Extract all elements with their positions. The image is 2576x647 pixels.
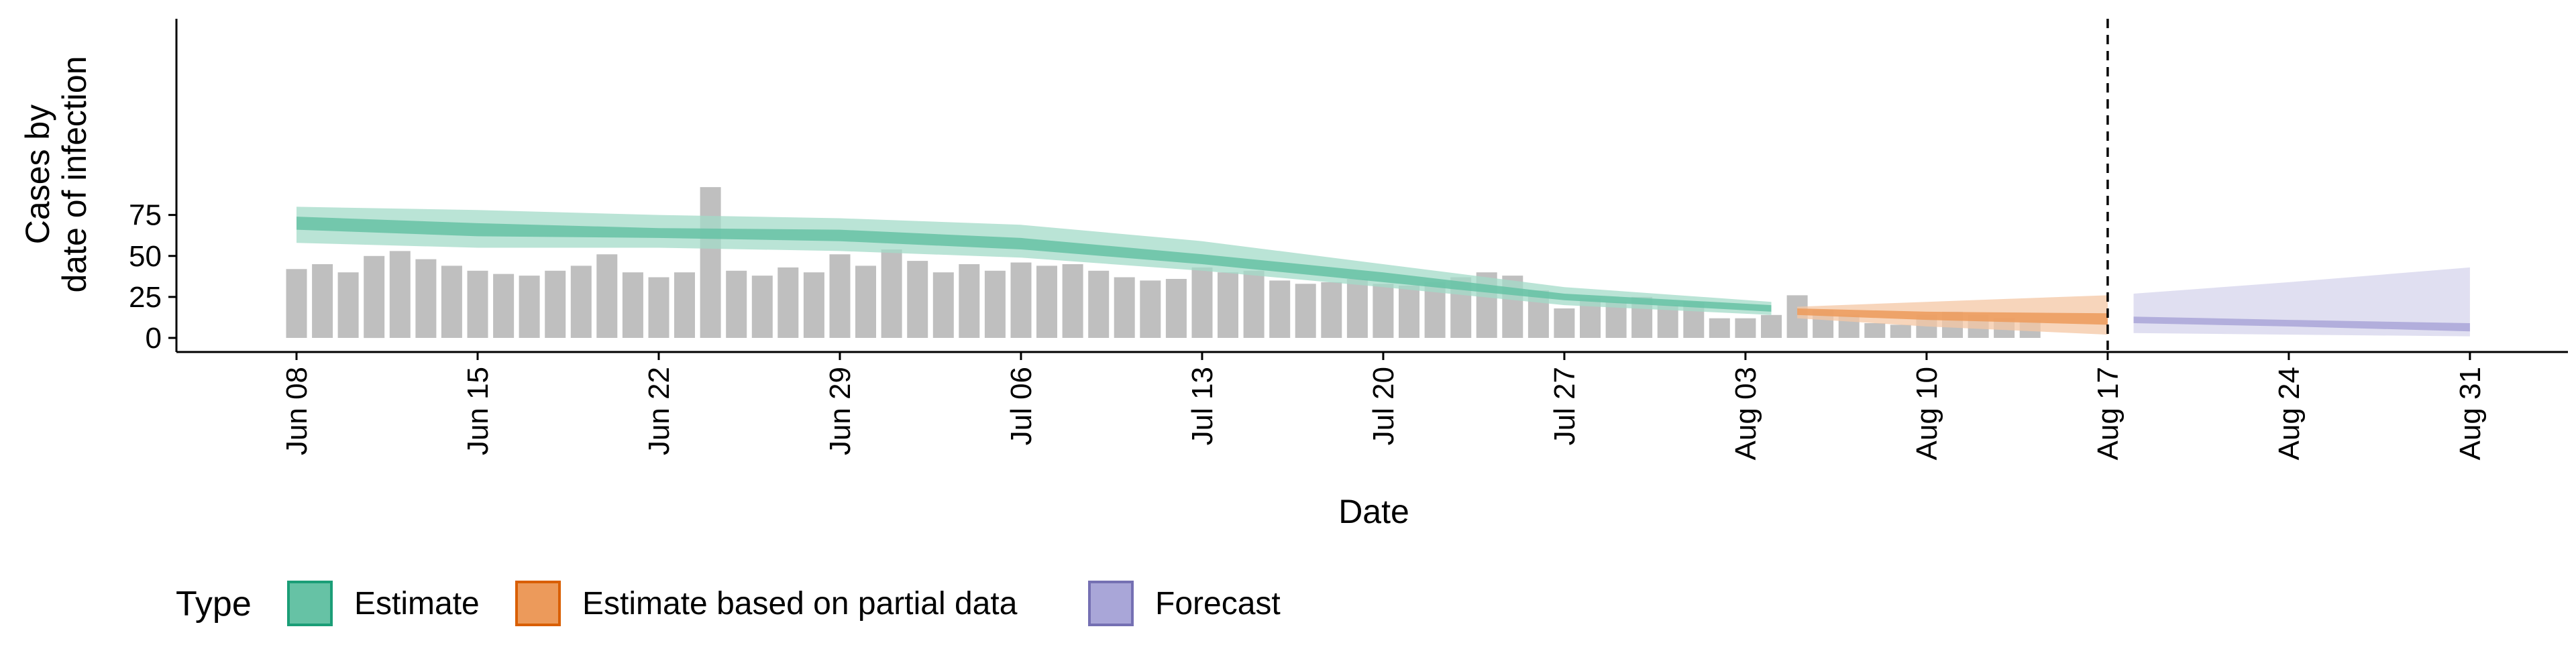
- y-axis-title-line-1: Cases by: [19, 105, 56, 244]
- observed-bar: [545, 270, 566, 338]
- x-tick-label: Aug 17: [2092, 367, 2125, 460]
- x-tick-label: Aug 31: [2454, 367, 2487, 460]
- observed-bar: [1010, 262, 1032, 338]
- observed-bar: [829, 254, 851, 338]
- x-tick-label: Aug 10: [1911, 367, 1943, 460]
- x-tick-label: Aug 03: [1729, 367, 1762, 460]
- observed-bar: [312, 264, 333, 338]
- x-tick-label: Jul 27: [1548, 367, 1581, 445]
- observed-bar: [1243, 270, 1265, 338]
- observed-bar: [1295, 284, 1316, 338]
- x-tick-label: Jun 15: [462, 367, 494, 455]
- x-tick-label: Jun 29: [824, 367, 857, 455]
- observed-bar: [803, 272, 824, 338]
- observed-bar: [1864, 323, 1886, 338]
- x-tick-label: Jul 13: [1186, 367, 1219, 445]
- y-tick-label: 75: [129, 199, 162, 232]
- observed-bar: [1140, 280, 1161, 338]
- observed-bar: [286, 269, 307, 338]
- x-tick-label: Jun 22: [643, 367, 676, 455]
- observed-bar: [1036, 266, 1057, 338]
- observed-bar: [1269, 280, 1291, 338]
- observed-bar: [984, 270, 1006, 338]
- x-tick-label: Jun 08: [280, 367, 313, 455]
- y-tick-label: 25: [129, 281, 162, 314]
- observed-bar: [855, 266, 876, 338]
- observed-bar: [777, 267, 799, 338]
- observed-bar: [570, 266, 592, 338]
- y-axis-title-line-2: date of infection: [56, 56, 93, 292]
- x-tick-label: Aug 24: [2273, 367, 2306, 460]
- estimate-ribbons: [297, 207, 2470, 337]
- observed-bar: [441, 266, 462, 338]
- legend-swatch-estimate: [287, 581, 333, 626]
- observed-bar: [674, 272, 695, 338]
- legend-title: Type: [176, 585, 252, 624]
- observed-bar: [881, 249, 902, 338]
- observed-bar: [493, 274, 515, 338]
- observed-bar: [1735, 318, 1756, 338]
- observed-bar: [648, 277, 669, 338]
- observed-bar: [519, 276, 540, 338]
- observed-bar: [467, 270, 488, 338]
- legend: Type Estimate Estimate based on partial …: [176, 581, 1281, 626]
- observed-bar: [1346, 279, 1368, 338]
- observed-bars: [286, 187, 2041, 339]
- legend-swatch-forecast: [1088, 581, 1134, 626]
- observed-bar: [389, 251, 411, 338]
- observed-bar: [726, 270, 747, 338]
- observed-bar: [700, 187, 721, 338]
- y-tick-label: 0: [146, 322, 162, 355]
- observed-bar: [1218, 272, 1238, 338]
- observed-bar: [932, 272, 954, 338]
- y-tick-label: 50: [129, 240, 162, 273]
- observed-bar: [1321, 282, 1342, 338]
- observed-bar: [907, 261, 928, 338]
- observed-bar: [1165, 279, 1187, 338]
- ribbon-50-forecast: [2133, 316, 2470, 332]
- ribbon-50-estimate: [297, 217, 1772, 312]
- observed-bar: [751, 276, 773, 338]
- x-tick-label: Jul 20: [1367, 367, 1400, 445]
- observed-bar: [1088, 270, 1110, 338]
- observed-bar: [1114, 277, 1135, 338]
- legend-label-partial: Estimate based on partial data: [582, 586, 1018, 622]
- observed-bar: [337, 272, 359, 338]
- observed-bar: [622, 272, 643, 338]
- x-axis-title: Date: [1338, 493, 1409, 530]
- observed-bar: [1191, 267, 1213, 338]
- observed-bar: [1657, 305, 1678, 338]
- observed-bar: [364, 255, 385, 339]
- observed-bar: [1062, 264, 1083, 338]
- observed-bar: [1399, 285, 1419, 338]
- observed-bar: [1761, 314, 1782, 338]
- observed-bar: [1709, 318, 1730, 338]
- ribbon-50-partial: [1797, 308, 2108, 325]
- observed-bar: [596, 254, 618, 338]
- observed-bar: [1890, 325, 1911, 338]
- observed-bar: [415, 259, 437, 338]
- observed-bar: [1373, 284, 1394, 338]
- legend-label-forecast: Forecast: [1155, 586, 1281, 622]
- legend-label-estimate: Estimate: [354, 586, 480, 622]
- axes: 0 25 50 75 Jun 08 Jun 15 Jun 22 Jun 29 Jul 06 Jul…: [129, 19, 2568, 460]
- legend-swatch-partial: [515, 581, 561, 626]
- observed-bar: [1554, 308, 1575, 338]
- observed-bar: [959, 264, 980, 338]
- x-tick-label: Jul 06: [1005, 367, 1038, 445]
